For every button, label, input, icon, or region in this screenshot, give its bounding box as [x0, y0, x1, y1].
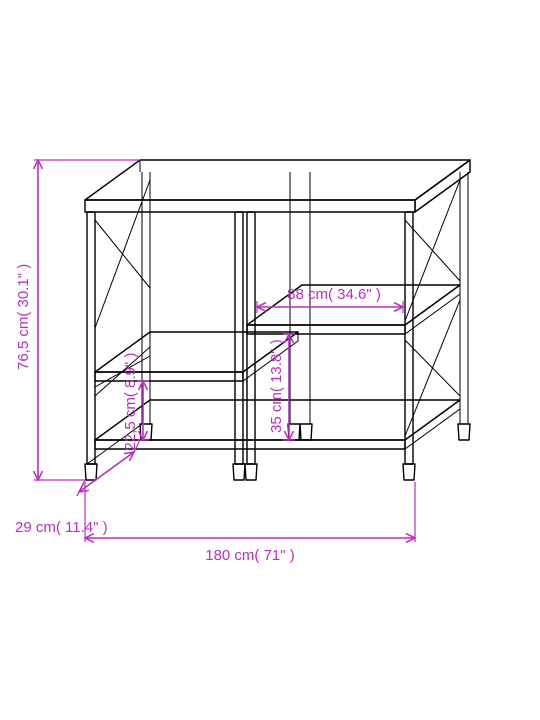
diagram-svg: 76,5 cm( 30.1" ) 29 cm( 11.4" ) 180 cm( 71… [0, 0, 540, 720]
dimension-lines [34, 160, 415, 542]
dim-label-height: 76,5 cm( 30.1" ) [15, 264, 32, 370]
dim-label-right_gap: 35 cm( 13.8" ) [268, 339, 285, 433]
dim-label-inner_width: 88 cm( 34.6" ) [287, 286, 381, 303]
dim-label-depth: 29 cm( 11.4" ) [15, 519, 108, 536]
dim-label-width: 180 cm( 71" ) [205, 547, 295, 564]
diagram-stage: 76,5 cm( 30.1" ) 29 cm( 11.4" ) 180 cm( 71… [0, 0, 540, 720]
dim-label-left_gap: 22,5 cm( 8.9" ) [122, 353, 139, 451]
dimension-labels: 76,5 cm( 30.1" ) 29 cm( 11.4" ) 180 cm( 71… [15, 264, 381, 564]
